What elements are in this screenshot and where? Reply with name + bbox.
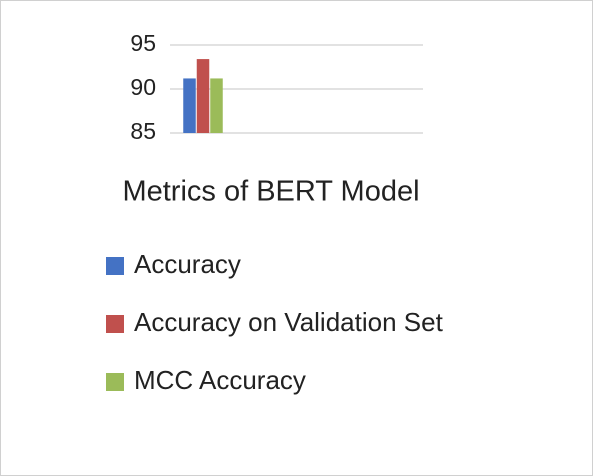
- chart-title: Metrics of BERT Model: [122, 176, 419, 208]
- legend-swatch: [106, 315, 124, 333]
- legend-label: Accuracy on Validation Set: [134, 307, 444, 337]
- bar: [210, 78, 223, 133]
- legend-label: MCC Accuracy: [134, 365, 306, 395]
- y-tick-label: 85: [130, 118, 156, 144]
- legend-label: Accuracy: [134, 249, 241, 279]
- bar: [196, 59, 210, 133]
- legend-swatch: [106, 257, 124, 275]
- bar: [183, 78, 196, 133]
- y-tick-label: 90: [130, 74, 156, 100]
- y-tick-label: 95: [130, 30, 156, 56]
- legend-swatch: [106, 373, 124, 391]
